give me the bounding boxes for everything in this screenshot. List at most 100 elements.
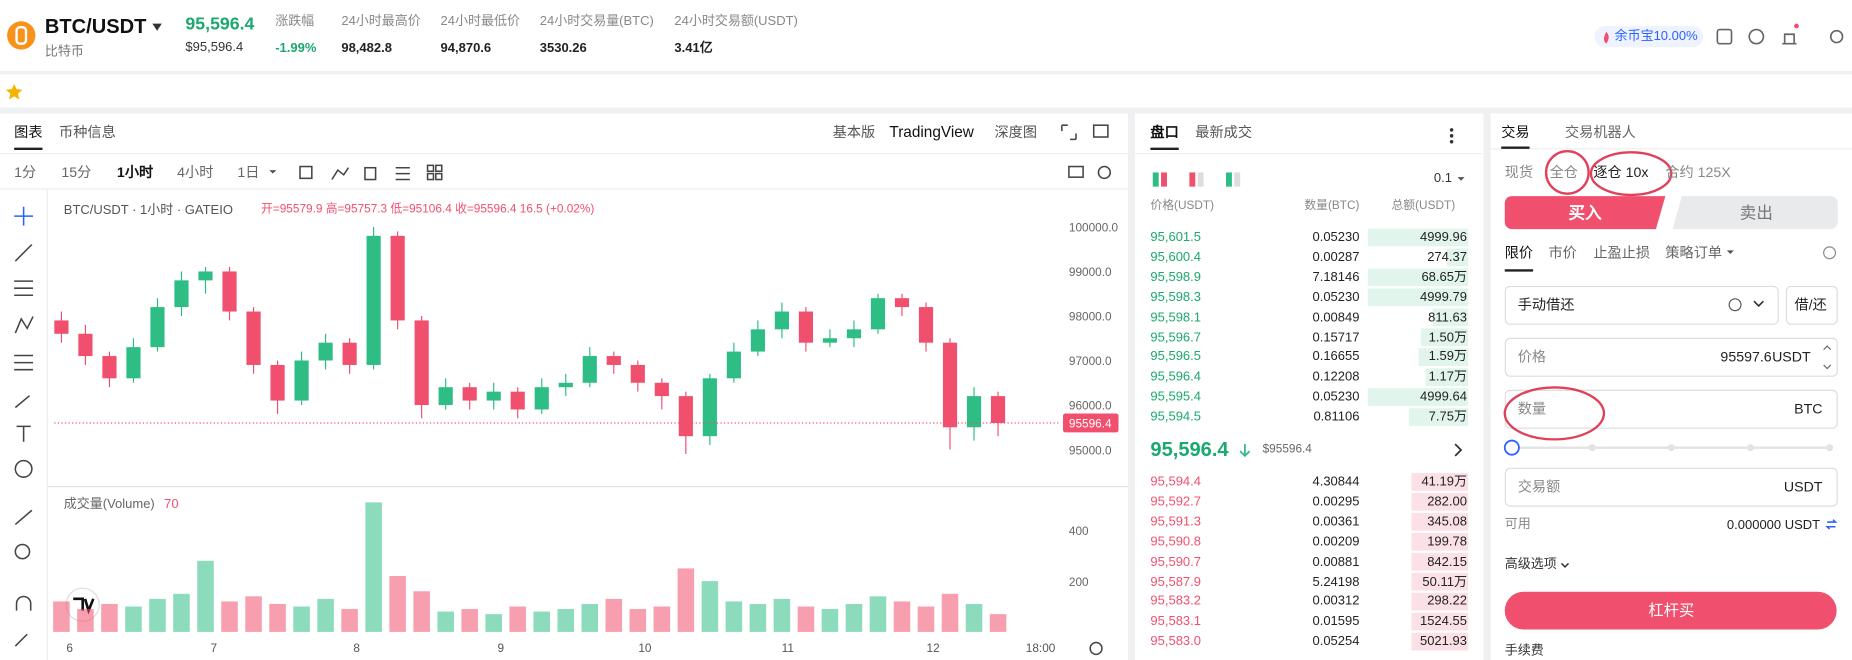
interval[interactable]: 1小时 — [116, 164, 154, 181]
borrow-btn[interactable]: 借/还 — [1794, 296, 1827, 313]
candle-body — [414, 320, 429, 406]
tab[interactable]: 盘口 — [1150, 124, 1179, 141]
chevron[interactable] — [1454, 443, 1463, 457]
legend: BTC/USDT · 1小时 · GATEIO — [63, 203, 233, 218]
field-label: 交易额 — [1517, 478, 1561, 495]
ob-price: 95,598.3 — [1150, 290, 1201, 305]
tab[interactable]: 交易机器人 — [1564, 124, 1636, 141]
stepper[interactable] — [1823, 345, 1832, 370]
x-tick-label: 9 — [498, 641, 505, 655]
candle-body — [846, 329, 862, 339]
buy-label[interactable]: 买入 — [1568, 203, 1602, 223]
volume-bar — [77, 609, 94, 632]
volume-bar — [893, 601, 911, 632]
ob-price: 95,590.8 — [1150, 534, 1201, 549]
candle-body — [126, 347, 141, 379]
order-type[interactable]: 止盈止损 — [1593, 244, 1651, 262]
price-value: 95597.6 — [1720, 348, 1772, 365]
swap-icon[interactable] — [1825, 519, 1838, 530]
coin-name: 比特币 — [44, 44, 84, 60]
depth-bar — [1418, 348, 1469, 367]
amount-input[interactable] — [1504, 467, 1838, 507]
volume-bar — [245, 596, 262, 632]
ob-qty: 0.01595 — [1312, 614, 1360, 629]
tab[interactable]: 图表 — [14, 124, 43, 141]
margin-mode[interactable]: 合约 125X — [1665, 164, 1731, 181]
margin-mode[interactable]: 全仓 — [1549, 164, 1578, 181]
candle-body — [438, 387, 453, 406]
header-icons — [1716, 23, 1844, 45]
ob-total: 199.78 — [1427, 534, 1467, 549]
candle-body — [54, 320, 69, 334]
precision[interactable]: 0.1 — [1433, 171, 1452, 186]
promo-badge[interactable] — [1594, 25, 1704, 48]
ob-qty: 0.00312 — [1312, 594, 1360, 609]
depth-bar — [1411, 632, 1469, 651]
chart-mode[interactable]: TradingView — [889, 122, 974, 141]
tab[interactable]: 币种信息 — [59, 124, 116, 141]
ob-price: 95,601.5 — [1150, 230, 1201, 245]
y-tick-label: 96000.0 — [1069, 399, 1112, 413]
candle-body — [678, 396, 693, 437]
depth-bar — [1432, 308, 1469, 327]
ob-total: 1.59万 — [1428, 350, 1467, 365]
ob-price: 95,598.9 — [1150, 270, 1201, 285]
depth-bar — [1425, 368, 1469, 386]
margin-mode[interactable]: 逐仓 10x — [1593, 164, 1649, 181]
tab[interactable]: 最新成交 — [1195, 124, 1253, 141]
order-type[interactable]: 限价 — [1504, 244, 1534, 262]
interval[interactable]: 1日 — [237, 164, 260, 181]
qty-input[interactable] — [1504, 389, 1838, 429]
tab[interactable]: 交易 — [1501, 124, 1530, 141]
volume-bar — [677, 568, 695, 632]
ob-price: 95,596.5 — [1150, 350, 1201, 365]
interval[interactable]: 4小时 — [177, 164, 214, 181]
candle-body — [894, 298, 910, 308]
buy-button[interactable] — [1504, 196, 1666, 230]
candle-body — [198, 271, 213, 281]
candle-body — [366, 235, 381, 365]
volume-bar — [173, 593, 190, 632]
caret — [1726, 250, 1734, 254]
volume-bar — [437, 611, 454, 632]
advanced[interactable]: 高级选项 — [1504, 557, 1557, 572]
order-type[interactable]: 策略订单 — [1665, 244, 1723, 262]
borrow-button[interactable] — [1785, 285, 1838, 325]
volume-bar — [965, 603, 983, 632]
x-tick-label: 18:00 — [1026, 641, 1056, 655]
candle-body — [582, 356, 597, 383]
chart-mode[interactable]: 深度图 — [994, 124, 1038, 141]
coin-glyph — [15, 25, 28, 45]
toolbar-icons — [14, 124, 1112, 656]
margin-mode[interactable]: 现货 — [1504, 164, 1534, 181]
ob-price: 95,594.4 — [1150, 474, 1201, 489]
promo[interactable]: 余币宝10.00% — [1614, 29, 1698, 44]
borrow-select[interactable] — [1504, 285, 1779, 325]
sell-label[interactable]: 卖出 — [1739, 203, 1773, 223]
fav-bar — [0, 74, 1852, 108]
sell-button[interactable] — [1672, 196, 1838, 230]
coin-icon — [7, 21, 36, 50]
star-icon[interactable] — [5, 83, 23, 100]
ob-total: 4999.64 — [1419, 389, 1467, 405]
chart-mode[interactable]: 基本版 — [832, 124, 876, 141]
caret — [269, 170, 277, 174]
interval[interactable]: 1分 — [14, 164, 37, 181]
interval[interactable]: 15分 — [61, 164, 92, 181]
price-input[interactable] — [1504, 337, 1838, 377]
slider-handle[interactable] — [1503, 439, 1520, 456]
candle-body — [942, 342, 958, 428]
volume-bar — [749, 603, 767, 632]
submit-label[interactable]: 杠杆买 — [1648, 601, 1695, 619]
ob-total: 7.75万 — [1428, 409, 1467, 425]
ob-total: 4999.79 — [1419, 290, 1467, 305]
mid-usd: $95596.4 — [1262, 442, 1312, 456]
submit-button[interactable] — [1504, 591, 1837, 630]
order-type[interactable]: 市价 — [1548, 244, 1577, 262]
candle-body — [966, 396, 982, 428]
ob-qty: 4.30844 — [1312, 474, 1360, 489]
volume-bar — [125, 606, 142, 632]
price: 95,596.4 — [185, 14, 255, 35]
volume-bar — [653, 606, 671, 632]
